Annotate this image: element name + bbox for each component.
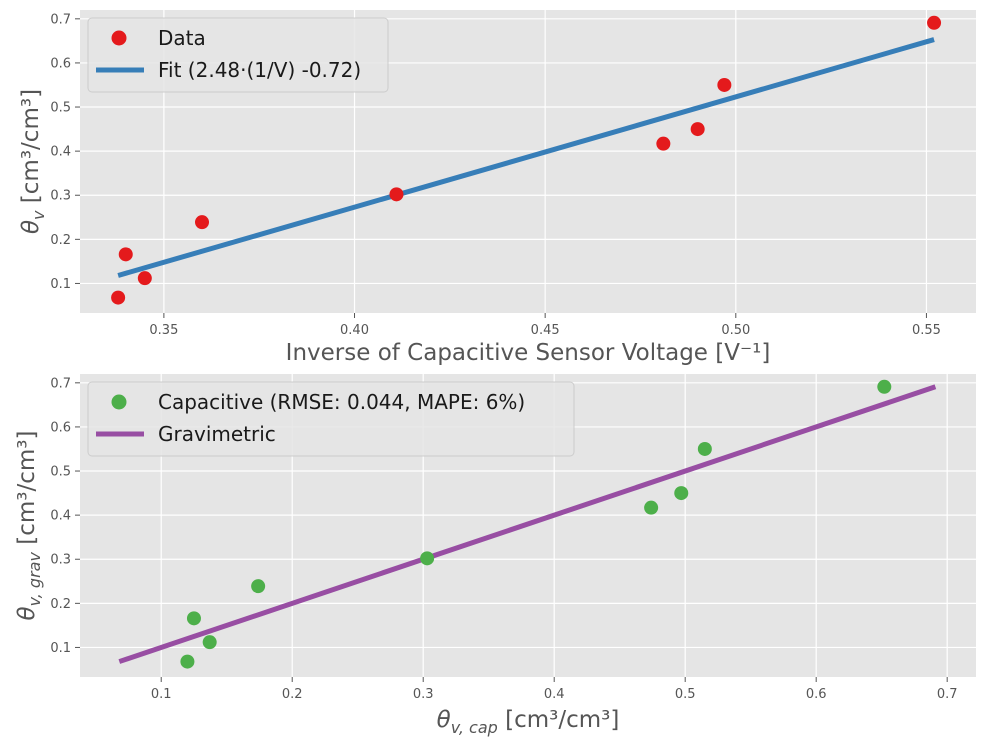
data-point — [251, 579, 266, 594]
data-point — [697, 441, 712, 456]
label-units: [cm³/cm³] — [18, 89, 44, 211]
legend-label: Gravimetric — [158, 422, 276, 446]
series-line-2 — [118, 384, 937, 664]
data-point — [137, 271, 152, 286]
data-point — [195, 215, 210, 230]
data-point — [180, 654, 195, 669]
y-axis-label: θv, grav [cm³/cm³] — [14, 431, 44, 621]
y-tick-label: 0.5 — [50, 465, 71, 480]
x-tick-label: 0.6 — [806, 687, 827, 702]
label-symbol: θ — [437, 707, 451, 733]
label-units: [cm³/cm³] — [14, 431, 40, 553]
y-tick-label: 0.3 — [50, 553, 71, 568]
x-tick-label: 0.7 — [937, 687, 958, 702]
legend-marker — [111, 30, 127, 46]
legend-frame — [87, 381, 575, 457]
x-axis-label: Inverse of Capacitive Sensor Voltage [V⁻… — [286, 340, 771, 366]
x-tick-label: 0.5 — [675, 687, 696, 702]
y-tick-label: 0.2 — [50, 233, 71, 248]
x-tick-label: 0.45 — [531, 323, 560, 338]
y-tick-label: 0.5 — [50, 101, 71, 116]
series-line-2 — [117, 37, 935, 278]
label-units: [cm³/cm³] — [498, 707, 620, 733]
label-symbol: θ — [14, 606, 40, 620]
data-point — [118, 247, 133, 262]
x-tick-label: 0.4 — [544, 687, 565, 702]
legend-marker — [111, 394, 127, 410]
data-point — [644, 500, 659, 515]
data-point — [674, 486, 689, 501]
data-point — [717, 77, 732, 92]
x-tick-label: 0.1 — [151, 687, 172, 702]
legend: Data Fit (2.48·(1/V) -0.72) — [87, 17, 389, 93]
y-tick-label: 0.7 — [50, 12, 71, 27]
x-tick-label: 0.3 — [413, 687, 434, 702]
label-subscript: v — [29, 210, 48, 220]
data-point — [202, 635, 217, 650]
chart-panel-2: 0.1 0.2 0.3 0.4 0.5 0.6 0.7 0.1 0.2 0.3 0.4 0.5 0.6 0… — [14, 374, 976, 737]
data-point — [111, 290, 126, 305]
label-symbol: θ — [18, 220, 44, 234]
data-point — [690, 122, 705, 137]
y-tick-label: 0.4 — [50, 145, 71, 160]
y-tick-label: 0.4 — [50, 509, 71, 524]
y-tick-label: 0.2 — [50, 597, 71, 612]
legend-label: Data — [158, 26, 206, 50]
legend-label: Capacitive (RMSE: 0.044, MAPE: 6%) — [158, 390, 525, 414]
chart-panel-1: 0.35 0.40 0.45 0.50 0.55 0.1 0.2 0.3 0.4 0.5 0.6 0.… — [18, 10, 976, 366]
data-point — [389, 187, 404, 202]
data-point — [927, 15, 942, 30]
y-tick-label: 0.1 — [50, 277, 71, 292]
y-tick-label: 0.3 — [50, 189, 71, 204]
x-tick-label: 0.40 — [340, 323, 369, 338]
x-axis-label: θv, cap [cm³/cm³] — [437, 707, 620, 737]
data-point — [186, 611, 201, 626]
legend-label: Fit (2.48·(1/V) -0.72) — [158, 58, 361, 82]
label-subscript: v, grav — [25, 552, 44, 607]
legend-frame — [87, 17, 389, 93]
data-point — [656, 136, 671, 151]
x-tick-label: 0.35 — [149, 323, 178, 338]
y-tick-label: 0.7 — [50, 376, 71, 391]
x-tick-label: 0.50 — [721, 323, 750, 338]
y-tick-label: 0.6 — [50, 420, 71, 435]
y-axis-label: θv [cm³/cm³] — [18, 89, 48, 234]
data-point — [420, 551, 435, 566]
y-tick-label: 0.1 — [50, 641, 71, 656]
x-tick-label: 0.2 — [282, 687, 303, 702]
legend: Capacitive (RMSE: 0.044, MAPE: 6%) Gravim… — [87, 381, 575, 457]
label-subscript: v, cap — [451, 718, 498, 737]
x-tick-label: 0.55 — [912, 323, 941, 338]
data-point — [877, 379, 892, 394]
y-tick-label: 0.6 — [50, 56, 71, 71]
